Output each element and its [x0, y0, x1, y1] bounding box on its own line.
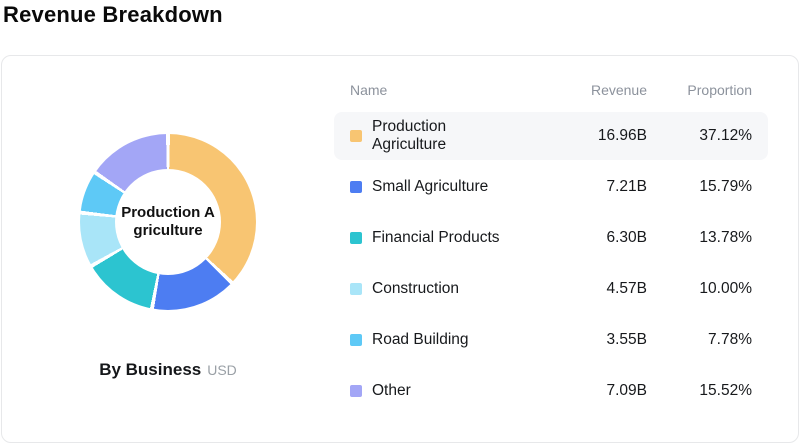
row-name: Other	[372, 382, 411, 399]
table-header: Name Revenue Proportion	[334, 82, 768, 112]
donut-hole: Production Agriculture	[115, 169, 221, 275]
row-name: Construction	[372, 280, 460, 297]
row-revenue: 7.09B	[606, 382, 647, 399]
header-proportion: Proportion	[687, 82, 752, 98]
row-revenue: 16.96B	[597, 127, 647, 144]
row-name: Road Building	[372, 331, 469, 348]
row-proportion: 13.78%	[699, 229, 752, 246]
row-revenue: 4.57B	[606, 280, 647, 297]
header-revenue: Revenue	[590, 82, 647, 98]
donut-chart[interactable]: Production Agriculture	[80, 134, 256, 310]
row-proportion: 10.00%	[699, 280, 752, 297]
row-proportion: 15.52%	[699, 382, 752, 399]
row-revenue: 6.30B	[606, 229, 647, 246]
chart-center-label: Production Agriculture	[121, 204, 215, 239]
row-proportion: 7.78%	[708, 331, 752, 348]
table-row[interactable]: Small Agriculture 7.21B 15.79%	[334, 163, 768, 211]
table-row[interactable]: Construction 4.57B 10.00%	[334, 265, 768, 313]
row-swatch	[350, 232, 362, 244]
chart-panel: Production Agriculture By Business USD	[2, 56, 334, 442]
row-swatch	[350, 283, 362, 295]
chart-caption-title: By Business	[99, 360, 202, 379]
table-row[interactable]: Other 7.09B 15.52%	[334, 367, 768, 415]
chart-caption-unit: USD	[207, 362, 237, 378]
row-swatch	[350, 181, 362, 193]
page-title: Revenue Breakdown	[3, 2, 223, 27]
revenue-breakdown-card: Production Agriculture By Business USD Na…	[1, 55, 799, 443]
header-name: Name	[350, 82, 388, 98]
table-row[interactable]: Production Agriculture 16.96B 37.12%	[334, 112, 768, 160]
table-row[interactable]: Financial Products 6.30B 13.78%	[334, 214, 768, 262]
chart-caption: By Business USD	[99, 360, 237, 380]
table-row[interactable]: Road Building 3.55B 7.78%	[334, 316, 768, 364]
row-swatch	[350, 334, 362, 346]
row-swatch	[350, 385, 362, 397]
row-proportion: 37.12%	[699, 127, 752, 144]
revenue-table: Name Revenue Proportion Production Agric…	[334, 56, 798, 442]
row-name: Small Agriculture	[372, 178, 489, 195]
row-name: Production Agriculture	[372, 118, 447, 153]
row-proportion: 15.79%	[699, 178, 752, 195]
row-swatch	[350, 130, 362, 142]
row-name: Financial Products	[372, 229, 500, 246]
row-revenue: 3.55B	[606, 331, 647, 348]
row-revenue: 7.21B	[606, 178, 647, 195]
